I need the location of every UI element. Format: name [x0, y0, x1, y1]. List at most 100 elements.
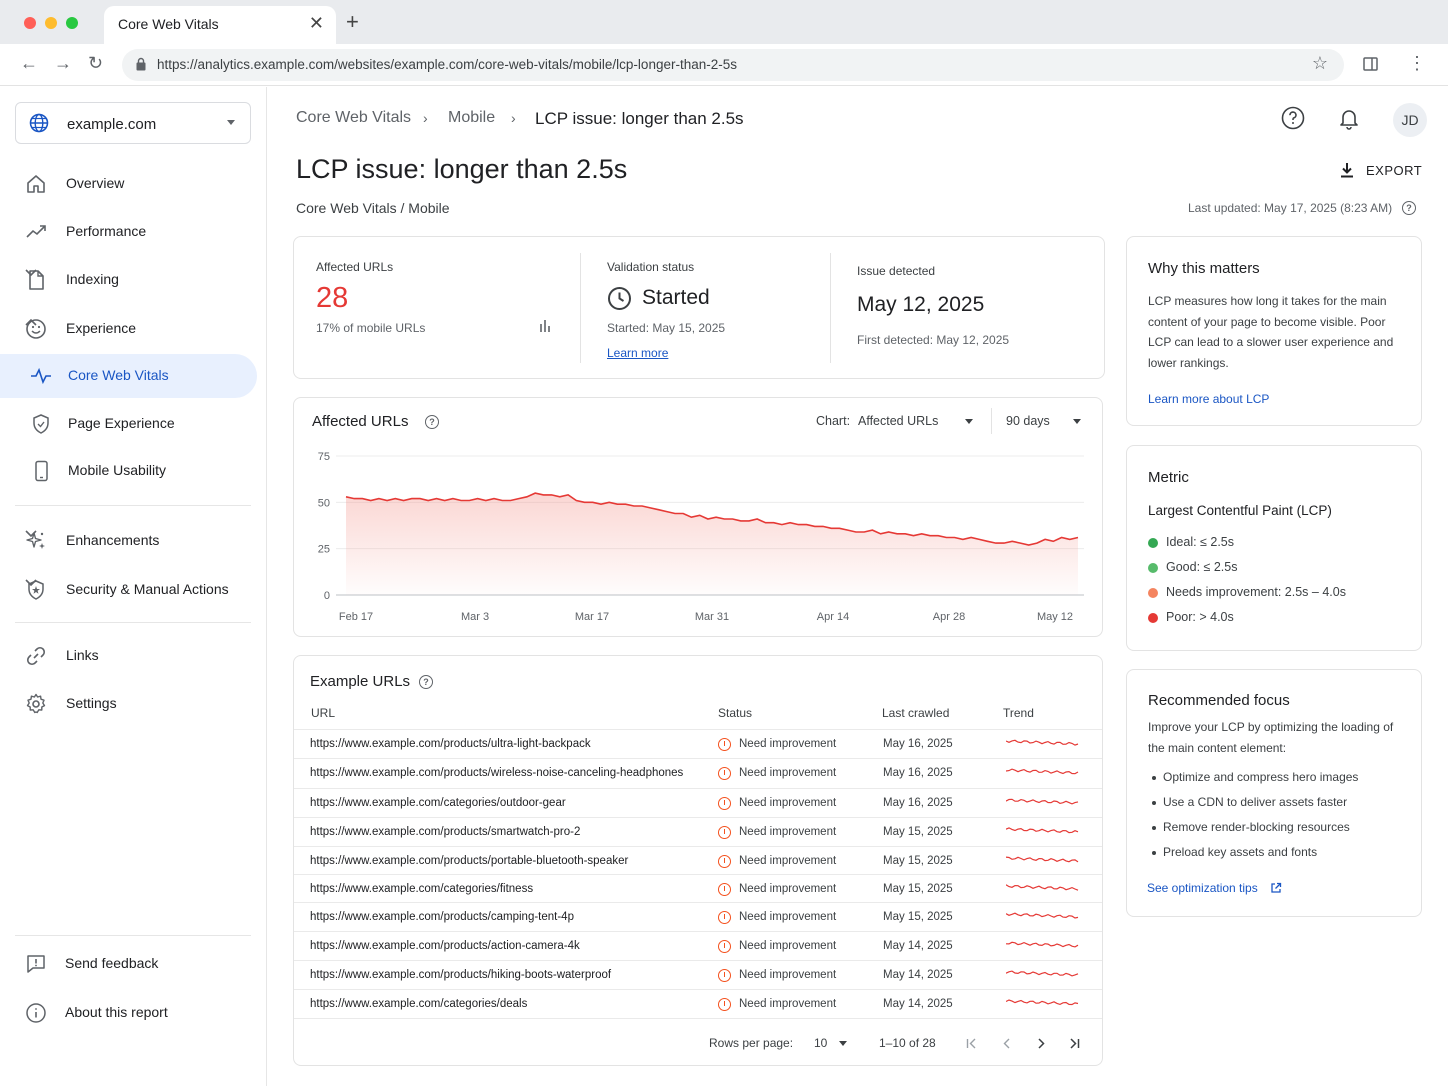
new-tab-icon[interactable]: +	[346, 9, 359, 34]
table-row[interactable]: https://www.example.com/products/wireles…	[294, 758, 1102, 787]
chevron-down-icon	[25, 269, 37, 277]
example-urls-title: Example URLs	[310, 673, 411, 690]
reload-icon[interactable]: ↻	[88, 53, 104, 73]
row-status: Need improvement	[739, 767, 837, 779]
table-row[interactable]: https://www.example.com/categories/outdo…	[294, 788, 1102, 817]
table-row[interactable]: https://www.example.com/products/smartwa…	[294, 817, 1102, 846]
sidebar-item-enhancements[interactable]: Enhancements	[0, 519, 257, 563]
column-header-status[interactable]: Status	[718, 706, 753, 720]
table-row[interactable]: https://www.example.com/categories/deals…	[294, 989, 1102, 1018]
row-url[interactable]: https://www.example.com/products/ultra-l…	[310, 738, 591, 750]
export-button[interactable]: EXPORT	[1336, 158, 1422, 184]
row-url[interactable]: https://www.example.com/products/action-…	[310, 940, 580, 952]
help-icon[interactable]	[1281, 106, 1305, 130]
x-tick-label: Mar 31	[695, 611, 729, 623]
bookmark-star-icon[interactable]: ☆	[1311, 53, 1328, 73]
sparkline	[1006, 856, 1079, 863]
chart-help-icon[interactable]: ?	[425, 415, 439, 429]
window-minimize-dot[interactable]	[45, 17, 57, 29]
send-feedback-label: Send feedback	[65, 955, 159, 971]
forward-icon[interactable]: →	[54, 53, 72, 73]
rows-per-page-select[interactable]: 10	[812, 1034, 852, 1054]
property-selector[interactable]: example.com	[15, 102, 251, 144]
window-zoom-dot[interactable]	[66, 17, 78, 29]
legend-ideal-label: Ideal: ≤ 2.5s	[1166, 535, 1235, 549]
warning-circle-icon	[718, 911, 731, 924]
sidebar-item-mobile-usability[interactable]: Mobile Usability	[0, 449, 257, 493]
column-header-url[interactable]: URL	[311, 706, 336, 720]
chart-type-dropdown[interactable]: Chart: Affected URLs	[816, 408, 976, 434]
row-last-crawled: May 14, 2025	[883, 940, 953, 952]
table-row[interactable]: https://www.example.com/categories/fitne…	[294, 874, 1102, 903]
tab-close-icon[interactable]: ✕	[308, 13, 324, 33]
column-header-last-crawled[interactable]: Last crawled	[882, 706, 950, 720]
table-row[interactable]: https://www.example.com/products/portabl…	[294, 846, 1102, 875]
next-page-icon[interactable]	[1036, 1038, 1046, 1049]
validation-status-label: Validation status	[607, 260, 695, 274]
browser-tab[interactable]: Core Web Vitals ✕	[104, 6, 336, 44]
warning-circle-icon	[718, 767, 731, 780]
row-url[interactable]: https://www.example.com/categories/deals	[310, 998, 528, 1010]
breadcrumb-mobile[interactable]: Mobile	[448, 109, 496, 126]
example-urls-help-icon[interactable]: ?	[419, 675, 433, 689]
sidebar-item-experience[interactable]: Experience	[0, 307, 257, 351]
table-row[interactable]: https://www.example.com/products/ultra-l…	[294, 729, 1102, 758]
previous-page-icon[interactable]	[1002, 1038, 1012, 1049]
back-icon[interactable]: ←	[20, 53, 38, 73]
avatar[interactable]: JD	[1393, 103, 1427, 137]
bar-chart-icon[interactable]	[538, 319, 552, 333]
breadcrumb-core-web-vitals[interactable]: Core Web Vitals	[296, 109, 412, 126]
table-row[interactable]: https://www.example.com/products/camping…	[294, 902, 1102, 931]
table-row[interactable]: https://www.example.com/products/action-…	[294, 931, 1102, 960]
chevron-down-icon	[25, 579, 37, 587]
globe-icon	[29, 113, 49, 133]
x-tick-label: Apr 28	[933, 611, 965, 623]
last-page-icon[interactable]	[1068, 1038, 1080, 1049]
side-panel-icon[interactable]	[1363, 56, 1379, 72]
browser-menu-icon[interactable]: ⋮	[1408, 53, 1426, 73]
learn-more-lcp-link[interactable]: Learn more about LCP	[1148, 392, 1270, 406]
optimization-tips-link[interactable]: See optimization tips	[1147, 881, 1287, 897]
sidebar-item-performance[interactable]: Performance	[0, 210, 257, 254]
sparkline	[1006, 798, 1079, 805]
sidebar-item-label: Page Experience	[68, 415, 175, 431]
row-trend-sparkline	[1006, 739, 1079, 746]
row-url[interactable]: https://www.example.com/products/smartwa…	[310, 826, 581, 838]
sidebar-item-label: Settings	[66, 695, 117, 711]
last-updated-help-icon[interactable]: ?	[1402, 201, 1416, 215]
notifications-bell-icon[interactable]	[1337, 106, 1361, 130]
sidebar-item-overview[interactable]: Overview	[0, 162, 257, 206]
learn-more-link[interactable]: Learn more	[607, 346, 669, 360]
warning-circle-icon	[718, 998, 731, 1011]
row-url[interactable]: https://www.example.com/products/wireles…	[310, 767, 684, 779]
row-url[interactable]: https://www.example.com/categories/outdo…	[310, 797, 566, 809]
sparkline	[1006, 912, 1079, 919]
table-row[interactable]: https://www.example.com/products/hiking-…	[294, 960, 1102, 989]
about-report-button[interactable]: About this report	[0, 991, 257, 1035]
sidebar-item-page-experience[interactable]: Page Experience	[0, 402, 257, 446]
pulse-icon	[31, 367, 51, 385]
x-tick-label: Feb 17	[339, 611, 373, 623]
sidebar-item-label: Overview	[66, 175, 125, 191]
y-tick-label: 50	[318, 497, 330, 509]
affected-urls-chart: 75 50 25 0 Feb 17 Mar 3 Mar 17 Mar 31 Apr 14 Apr …	[318, 451, 1084, 623]
sidebar-item-links[interactable]: Links	[0, 634, 257, 678]
date-range-dropdown[interactable]: 90 days	[1006, 408, 1086, 434]
sidebar-item-core-web-vitals[interactable]: Core Web Vitals	[0, 354, 257, 398]
link-icon	[26, 646, 46, 666]
sidebar-item-settings[interactable]: Settings	[0, 682, 257, 726]
export-label: EXPORT	[1366, 163, 1423, 178]
legend-good-label: Good: ≤ 2.5s	[1166, 560, 1238, 574]
row-url[interactable]: https://www.example.com/products/hiking-…	[310, 969, 612, 981]
row-status: Need improvement	[739, 738, 837, 750]
row-url[interactable]: https://www.example.com/products/portabl…	[310, 855, 629, 867]
first-page-icon[interactable]	[966, 1038, 978, 1049]
send-feedback-button[interactable]: Send feedback	[0, 942, 257, 986]
row-url[interactable]: https://www.example.com/products/camping…	[310, 911, 574, 923]
row-url[interactable]: https://www.example.com/categories/fitne…	[310, 883, 534, 895]
window-close-dot[interactable]	[24, 17, 36, 29]
sidebar-item-security[interactable]: Security & Manual Actions	[0, 568, 257, 612]
row-last-crawled: May 16, 2025	[883, 767, 953, 779]
address-bar[interactable]: https://analytics.example.com/websites/e…	[122, 49, 1344, 81]
sidebar-item-indexing[interactable]: Indexing	[0, 258, 257, 302]
